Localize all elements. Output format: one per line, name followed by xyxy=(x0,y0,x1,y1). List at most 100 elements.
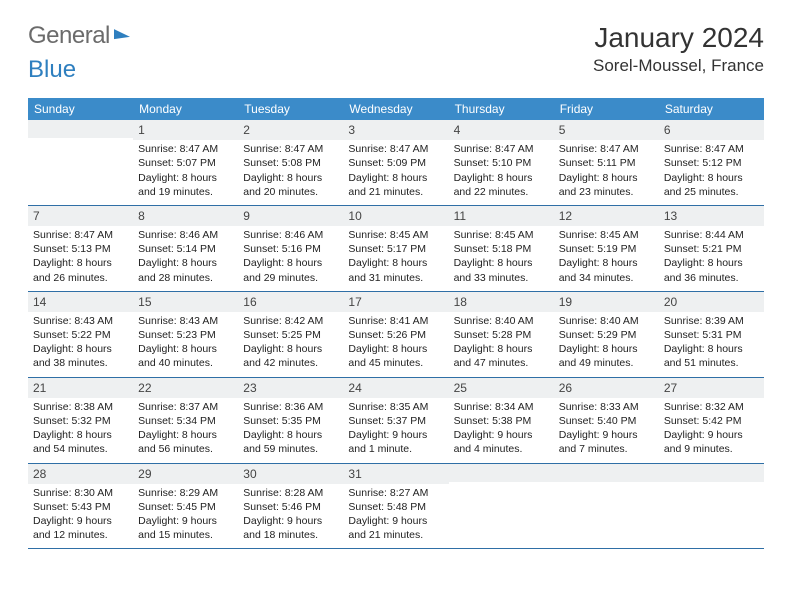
day-content: Sunrise: 8:35 AMSunset: 5:37 PMDaylight:… xyxy=(343,398,448,463)
day-info-line: Daylight: 8 hours xyxy=(454,342,549,356)
day-info-line: Sunset: 5:43 PM xyxy=(33,500,128,514)
day-content: Sunrise: 8:36 AMSunset: 5:35 PMDaylight:… xyxy=(238,398,343,463)
weeks-container: 1Sunrise: 8:47 AMSunset: 5:07 PMDaylight… xyxy=(28,120,764,549)
day-content: Sunrise: 8:40 AMSunset: 5:29 PMDaylight:… xyxy=(554,312,659,377)
day-info-line: and 31 minutes. xyxy=(348,271,443,285)
day-info-line: and 9 minutes. xyxy=(664,442,759,456)
day-number: 4 xyxy=(449,120,554,140)
day-cell: 1Sunrise: 8:47 AMSunset: 5:07 PMDaylight… xyxy=(133,120,238,205)
day-info-line: Sunset: 5:35 PM xyxy=(243,414,338,428)
day-info-line: Sunrise: 8:47 AM xyxy=(559,142,654,156)
day-info-line: and 22 minutes. xyxy=(454,185,549,199)
day-cell: 5Sunrise: 8:47 AMSunset: 5:11 PMDaylight… xyxy=(554,120,659,205)
day-info-line: and 26 minutes. xyxy=(33,271,128,285)
day-info-line: Sunrise: 8:28 AM xyxy=(243,486,338,500)
day-content: Sunrise: 8:46 AMSunset: 5:14 PMDaylight:… xyxy=(133,226,238,291)
day-info-line: and 23 minutes. xyxy=(559,185,654,199)
day-info-line: Sunset: 5:25 PM xyxy=(243,328,338,342)
day-number: 10 xyxy=(343,206,448,226)
day-cell: 25Sunrise: 8:34 AMSunset: 5:38 PMDayligh… xyxy=(449,378,554,463)
day-cell: 7Sunrise: 8:47 AMSunset: 5:13 PMDaylight… xyxy=(28,206,133,291)
empty-cell xyxy=(449,464,554,549)
day-info-line: Daylight: 8 hours xyxy=(454,256,549,270)
day-number: 27 xyxy=(659,378,764,398)
calendar-grid: SundayMondayTuesdayWednesdayThursdayFrid… xyxy=(28,98,764,549)
day-info-line: Sunset: 5:31 PM xyxy=(664,328,759,342)
title-block: January 2024 Sorel-Moussel, France xyxy=(593,22,764,76)
day-info-line: and 15 minutes. xyxy=(138,528,233,542)
day-content: Sunrise: 8:44 AMSunset: 5:21 PMDaylight:… xyxy=(659,226,764,291)
day-number: 11 xyxy=(449,206,554,226)
day-info-line: and 47 minutes. xyxy=(454,356,549,370)
day-info-line: Daylight: 9 hours xyxy=(664,428,759,442)
weekday-header-row: SundayMondayTuesdayWednesdayThursdayFrid… xyxy=(28,98,764,120)
day-info-line: Sunset: 5:21 PM xyxy=(664,242,759,256)
day-cell: 24Sunrise: 8:35 AMSunset: 5:37 PMDayligh… xyxy=(343,378,448,463)
empty-cell xyxy=(659,464,764,549)
day-info-line: Sunset: 5:42 PM xyxy=(664,414,759,428)
day-info-line: Sunrise: 8:40 AM xyxy=(454,314,549,328)
day-number: 24 xyxy=(343,378,448,398)
day-number: 30 xyxy=(238,464,343,484)
day-number: 14 xyxy=(28,292,133,312)
weekday-header-cell: Tuesday xyxy=(238,98,343,120)
day-info-line: Sunrise: 8:32 AM xyxy=(664,400,759,414)
week-row: 7Sunrise: 8:47 AMSunset: 5:13 PMDaylight… xyxy=(28,206,764,292)
day-info-line: Daylight: 9 hours xyxy=(348,428,443,442)
day-number: 28 xyxy=(28,464,133,484)
day-cell: 26Sunrise: 8:33 AMSunset: 5:40 PMDayligh… xyxy=(554,378,659,463)
day-info-line: and 19 minutes. xyxy=(138,185,233,199)
day-info-line: Daylight: 8 hours xyxy=(348,256,443,270)
day-info-line: Daylight: 8 hours xyxy=(559,342,654,356)
day-content: Sunrise: 8:42 AMSunset: 5:25 PMDaylight:… xyxy=(238,312,343,377)
day-info-line: Sunset: 5:10 PM xyxy=(454,156,549,170)
day-number: 19 xyxy=(554,292,659,312)
day-info-line: Sunrise: 8:46 AM xyxy=(138,228,233,242)
day-info-line: and 38 minutes. xyxy=(33,356,128,370)
day-number xyxy=(28,120,133,138)
day-info-line: Daylight: 8 hours xyxy=(243,428,338,442)
day-info-line: Sunrise: 8:40 AM xyxy=(559,314,654,328)
day-info-line: Sunrise: 8:30 AM xyxy=(33,486,128,500)
day-content: Sunrise: 8:32 AMSunset: 5:42 PMDaylight:… xyxy=(659,398,764,463)
day-cell: 11Sunrise: 8:45 AMSunset: 5:18 PMDayligh… xyxy=(449,206,554,291)
weekday-header-cell: Sunday xyxy=(28,98,133,120)
day-content: Sunrise: 8:29 AMSunset: 5:45 PMDaylight:… xyxy=(133,484,238,549)
day-cell: 8Sunrise: 8:46 AMSunset: 5:14 PMDaylight… xyxy=(133,206,238,291)
day-info-line: Sunset: 5:17 PM xyxy=(348,242,443,256)
day-number: 31 xyxy=(343,464,448,484)
day-number: 21 xyxy=(28,378,133,398)
day-info-line: Sunset: 5:32 PM xyxy=(33,414,128,428)
day-cell: 21Sunrise: 8:38 AMSunset: 5:32 PMDayligh… xyxy=(28,378,133,463)
weekday-header-cell: Friday xyxy=(554,98,659,120)
day-content: Sunrise: 8:47 AMSunset: 5:10 PMDaylight:… xyxy=(449,140,554,205)
day-cell: 2Sunrise: 8:47 AMSunset: 5:08 PMDaylight… xyxy=(238,120,343,205)
weekday-header-cell: Thursday xyxy=(449,98,554,120)
day-cell: 17Sunrise: 8:41 AMSunset: 5:26 PMDayligh… xyxy=(343,292,448,377)
day-content: Sunrise: 8:47 AMSunset: 5:11 PMDaylight:… xyxy=(554,140,659,205)
day-info-line: Daylight: 8 hours xyxy=(33,428,128,442)
day-info-line: and 4 minutes. xyxy=(454,442,549,456)
day-cell: 16Sunrise: 8:42 AMSunset: 5:25 PMDayligh… xyxy=(238,292,343,377)
day-info-line: Sunset: 5:13 PM xyxy=(33,242,128,256)
empty-cell xyxy=(28,120,133,205)
day-info-line: Daylight: 8 hours xyxy=(664,342,759,356)
day-content: Sunrise: 8:45 AMSunset: 5:17 PMDaylight:… xyxy=(343,226,448,291)
day-info-line: Sunset: 5:45 PM xyxy=(138,500,233,514)
day-info-line: and 42 minutes. xyxy=(243,356,338,370)
day-info-line: Sunset: 5:18 PM xyxy=(454,242,549,256)
day-info-line: and 40 minutes. xyxy=(138,356,233,370)
week-row: 14Sunrise: 8:43 AMSunset: 5:22 PMDayligh… xyxy=(28,292,764,378)
day-info-line: Sunset: 5:11 PM xyxy=(559,156,654,170)
day-info-line: Daylight: 8 hours xyxy=(454,171,549,185)
day-info-line: Daylight: 9 hours xyxy=(559,428,654,442)
weekday-header-cell: Monday xyxy=(133,98,238,120)
day-info-line: Daylight: 9 hours xyxy=(33,514,128,528)
day-cell: 14Sunrise: 8:43 AMSunset: 5:22 PMDayligh… xyxy=(28,292,133,377)
day-number: 5 xyxy=(554,120,659,140)
week-row: 21Sunrise: 8:38 AMSunset: 5:32 PMDayligh… xyxy=(28,378,764,464)
day-info-line: Sunset: 5:08 PM xyxy=(243,156,338,170)
day-cell: 3Sunrise: 8:47 AMSunset: 5:09 PMDaylight… xyxy=(343,120,448,205)
day-info-line: Sunset: 5:22 PM xyxy=(33,328,128,342)
day-info-line: Sunrise: 8:36 AM xyxy=(243,400,338,414)
